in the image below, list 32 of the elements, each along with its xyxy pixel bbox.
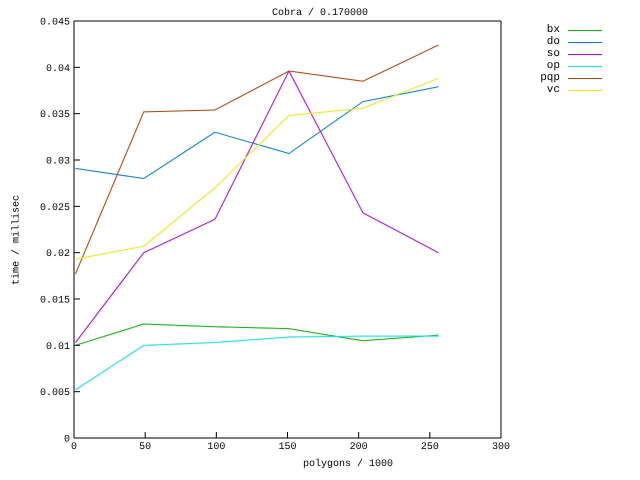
y-tick-label: 0: [64, 434, 70, 446]
x-tick-label: 100: [207, 442, 226, 454]
y-tick-label: 0.03: [46, 156, 70, 168]
x-tick-label: 0: [70, 442, 78, 454]
chart-title: Cobra / 0.170000: [270, 8, 369, 19]
y-tick-label: 0.005: [40, 388, 70, 400]
legend-label: bx: [546, 24, 560, 36]
x-tick-label: 150: [278, 442, 297, 454]
y-tick-label: 0.015: [40, 296, 70, 307]
x-tick-label: 300: [492, 442, 510, 454]
line-series: [74, 78, 439, 260]
y-tick-label: 0.025: [40, 202, 70, 214]
y-tick-label: 0.045: [40, 18, 70, 29]
line-series: [74, 336, 439, 390]
line-series: [74, 44, 439, 274]
x-tick-label: 200: [350, 442, 368, 454]
legend-label: vc: [546, 84, 560, 96]
x-tick-label: 50: [139, 442, 152, 454]
y-tick-label: 0.01: [46, 342, 70, 353]
legend-label: do: [546, 36, 560, 48]
x-tick-label: 250: [420, 442, 439, 454]
legend-label: pqp: [540, 72, 560, 84]
line-series: [74, 324, 439, 346]
y-tick-label: 0.02: [46, 249, 70, 260]
legend-label: so: [546, 48, 560, 60]
line-series: [74, 70, 439, 344]
line-series: [74, 86, 439, 180]
y-tick-label: 0.04: [46, 64, 70, 75]
legend-label: op: [546, 60, 560, 72]
y-tick-label: 0.035: [40, 110, 70, 122]
y-axis-title: time / millisec: [12, 194, 22, 286]
x-axis-title: polygons / 1000: [302, 459, 394, 470]
